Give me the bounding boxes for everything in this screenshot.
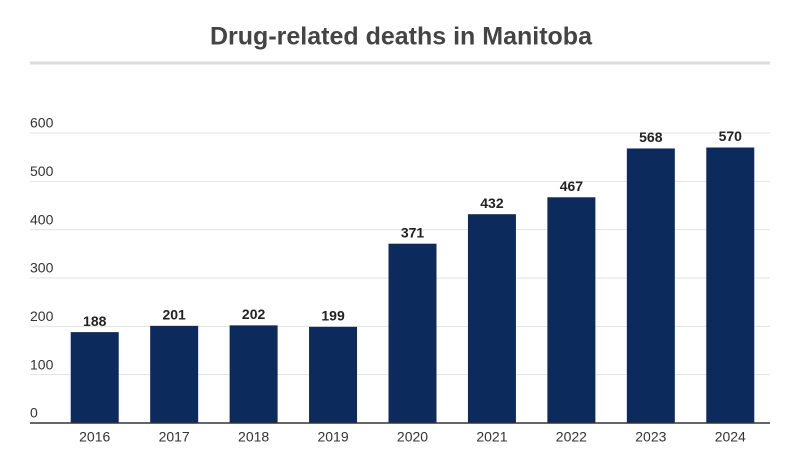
value-label: 568 xyxy=(639,129,663,145)
bar xyxy=(467,214,516,423)
y-tick-label: 100 xyxy=(30,356,54,372)
value-label: 202 xyxy=(242,306,266,322)
bar xyxy=(150,325,199,423)
y-tick-label: 200 xyxy=(30,308,54,324)
y-tick-label: 600 xyxy=(30,115,54,131)
bar xyxy=(309,326,358,423)
y-tick-label: 0 xyxy=(30,405,38,421)
value-label: 199 xyxy=(321,308,345,324)
x-tick-label: 2024 xyxy=(715,429,746,445)
bar xyxy=(547,197,596,423)
value-label: 467 xyxy=(560,178,584,194)
bar xyxy=(706,147,755,423)
y-tick-label: 500 xyxy=(30,163,54,179)
x-tick-label: 2020 xyxy=(397,429,428,445)
value-label: 371 xyxy=(401,224,425,240)
x-tick-label: 2019 xyxy=(317,429,348,445)
x-tick-label: 2023 xyxy=(635,429,666,445)
value-label: 570 xyxy=(719,128,743,144)
bar xyxy=(626,148,675,423)
bar xyxy=(229,325,278,423)
x-tick-label: 2021 xyxy=(476,429,507,445)
value-label: 432 xyxy=(480,195,504,211)
y-tick-label: 300 xyxy=(30,260,54,276)
chart-title: Drug-related deaths in Manitoba xyxy=(210,23,593,51)
bar xyxy=(70,332,119,423)
y-tick-label: 400 xyxy=(30,211,54,227)
x-tick-label: 2018 xyxy=(238,429,269,445)
x-tick-label: 2016 xyxy=(79,429,110,445)
x-tick-label: 2017 xyxy=(159,429,190,445)
value-label: 188 xyxy=(83,313,107,329)
bar xyxy=(388,243,437,423)
x-tick-label: 2022 xyxy=(556,429,587,445)
value-label: 201 xyxy=(162,307,186,323)
